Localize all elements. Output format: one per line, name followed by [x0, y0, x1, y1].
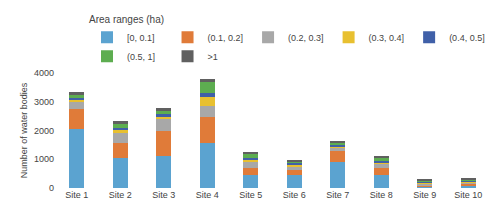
- svg-text:(0.5, 1]: (0.5, 1]: [127, 52, 155, 62]
- svg-text:(0.1, 0.2]: (0.1, 0.2]: [208, 33, 244, 43]
- svg-text:2000: 2000: [34, 126, 54, 136]
- svg-text:[0, 0.1]: [0, 0.1]: [127, 33, 155, 43]
- svg-text:4000: 4000: [34, 68, 54, 78]
- svg-text:>1: >1: [208, 52, 218, 62]
- svg-text:Site 10: Site 10: [454, 190, 482, 200]
- svg-text:Site 7: Site 7: [326, 190, 349, 200]
- svg-text:Site 1: Site 1: [65, 190, 88, 200]
- svg-text:3000: 3000: [34, 97, 54, 107]
- svg-text:Site 5: Site 5: [239, 190, 262, 200]
- svg-text:(0.2, 0.3]: (0.2, 0.3]: [288, 33, 324, 43]
- svg-text:(0.4, 0.5]: (0.4, 0.5]: [449, 33, 485, 43]
- svg-text:0: 0: [49, 183, 54, 193]
- svg-text:(0.3, 0.4]: (0.3, 0.4]: [369, 33, 405, 43]
- svg-text:Site 2: Site 2: [109, 190, 132, 200]
- svg-text:Site 3: Site 3: [152, 190, 175, 200]
- svg-text:Number of water bodies: Number of water bodies: [19, 82, 29, 178]
- svg-text:1000: 1000: [34, 154, 54, 164]
- svg-text:Site 4: Site 4: [196, 190, 219, 200]
- svg-text:Area ranges (ha): Area ranges (ha): [89, 14, 164, 25]
- svg-text:Site 8: Site 8: [370, 190, 393, 200]
- svg-text:Site 6: Site 6: [283, 190, 306, 200]
- svg-text:Site 9: Site 9: [413, 190, 436, 200]
